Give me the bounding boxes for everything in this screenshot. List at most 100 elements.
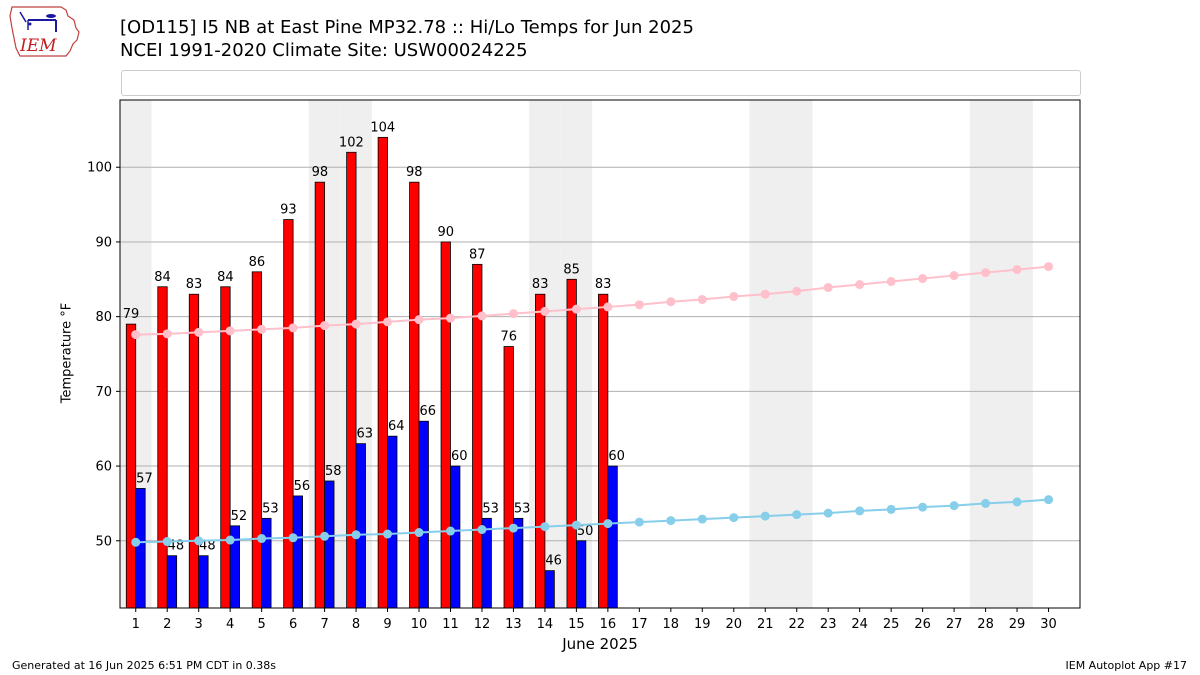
ob-high-bar <box>283 219 294 609</box>
ob-high-bar <box>188 293 200 609</box>
x-tick-label: 5 <box>257 617 265 632</box>
climate-low-line <box>135 498 1049 544</box>
ob-high-bar <box>251 271 263 609</box>
generated-footer: Generated at 16 Jun 2025 6:51 PM CDT in … <box>12 659 277 672</box>
ob-high-label: 104 <box>370 120 395 135</box>
climate-high-point <box>288 323 298 333</box>
climate-low-point <box>571 520 581 530</box>
ob-high-label: 98 <box>312 165 329 180</box>
climate-high-point <box>886 277 896 287</box>
climate-high-point <box>634 300 644 310</box>
ob-low-label: 57 <box>136 471 153 486</box>
ob-low-bar <box>166 555 178 609</box>
x-tick-label: 14 <box>537 617 554 632</box>
climate-low-point <box>855 506 865 516</box>
ob-low-bar <box>418 420 429 609</box>
ob-low-bar <box>261 517 272 609</box>
ob-low-label: 64 <box>388 419 405 434</box>
climate-low-point <box>666 516 676 526</box>
climate-high-point <box>981 268 991 278</box>
climate-high-point <box>1044 262 1054 272</box>
climate-high-point <box>508 309 518 319</box>
climate-low-point <box>351 530 361 540</box>
x-tick-label: 8 <box>352 617 360 632</box>
climate-low-point <box>540 522 550 532</box>
x-tick-label: 23 <box>820 617 837 632</box>
ob-low-label: 53 <box>482 501 499 516</box>
climate-low-point <box>131 537 141 547</box>
ob-low-label: 46 <box>545 554 562 569</box>
climate-high-point <box>257 324 267 334</box>
app-footer: IEM Autoplot App #17 <box>1065 659 1188 672</box>
climate-low-point <box>225 535 235 545</box>
climate-low-point <box>414 528 424 538</box>
ob-high-bar <box>566 278 577 609</box>
ob-high-bar <box>346 151 357 609</box>
ob-low-label: 48 <box>199 539 216 554</box>
ob-low-label: 63 <box>357 427 374 442</box>
climate-low-point <box>257 534 267 544</box>
ob-high-label: 85 <box>563 262 580 277</box>
ob-high-label: 76 <box>500 330 517 345</box>
ob-low-label: 52 <box>231 509 248 524</box>
x-tick-label: 2 <box>163 617 171 632</box>
x-tick-label: 11 <box>442 617 459 632</box>
climate-low-point <box>1012 497 1022 507</box>
y-tick-label: 60 <box>95 460 112 475</box>
y-tick-label: 80 <box>95 310 112 325</box>
x-tick-label: 13 <box>505 617 522 632</box>
ob-low-label: 58 <box>325 464 342 479</box>
x-tick-label: 12 <box>474 617 491 632</box>
climate-low-point <box>320 531 330 541</box>
x-axis-label: June 2025 <box>562 635 638 653</box>
ob-high-label: 84 <box>217 270 234 285</box>
ob-low-bar <box>575 540 587 609</box>
weekend-shade <box>969 100 1002 608</box>
ob-low-label: 60 <box>608 449 625 464</box>
x-tick-label: 10 <box>411 617 428 632</box>
climate-low-point <box>697 514 707 524</box>
climate-high-point <box>697 294 707 304</box>
x-tick-label: 30 <box>1040 617 1057 632</box>
ob-high-label: 93 <box>280 203 297 218</box>
ob-low-bar <box>135 488 146 609</box>
legend <box>121 70 1081 96</box>
x-tick-label: 25 <box>883 617 900 632</box>
x-tick-label: 29 <box>1009 617 1026 632</box>
climate-high-point <box>162 329 172 339</box>
ob-high-bar <box>409 181 420 609</box>
climate-low-point <box>383 529 393 539</box>
x-tick-label: 19 <box>694 617 711 632</box>
climate-low-point <box>760 511 770 521</box>
x-tick-label: 7 <box>320 617 328 632</box>
ob-low-label: 53 <box>262 501 279 516</box>
climate-low-point <box>949 501 959 511</box>
climate-high-point <box>823 283 833 293</box>
weekend-shade <box>749 100 781 608</box>
ob-high-label: 83 <box>532 277 549 292</box>
ob-high-label: 79 <box>123 307 140 322</box>
x-tick-label: 16 <box>600 617 617 632</box>
x-tick-label: 27 <box>946 617 963 632</box>
climate-high-point <box>949 271 959 281</box>
ob-low-label: 50 <box>577 524 594 539</box>
ob-low-bar <box>387 435 398 609</box>
climate-high-point <box>1012 265 1022 275</box>
climate-high-point <box>225 326 235 336</box>
ob-high-bar <box>314 181 325 609</box>
x-tick-label: 1 <box>132 617 140 632</box>
climate-low-point <box>729 513 739 523</box>
ob-low-label: 60 <box>451 449 468 464</box>
climate-high-point <box>194 327 204 337</box>
iem-logo: IEM <box>6 4 82 60</box>
ob-high-label: 102 <box>339 135 364 150</box>
ob-low-label: 48 <box>168 539 185 554</box>
ob-high-bar <box>503 346 514 609</box>
ob-high-label: 83 <box>186 277 203 292</box>
x-tick-label: 21 <box>757 617 774 632</box>
climate-low-point <box>603 519 613 529</box>
ob-high-bar <box>440 241 451 609</box>
climate-low-point <box>477 525 487 535</box>
climate-high-point <box>477 311 487 321</box>
